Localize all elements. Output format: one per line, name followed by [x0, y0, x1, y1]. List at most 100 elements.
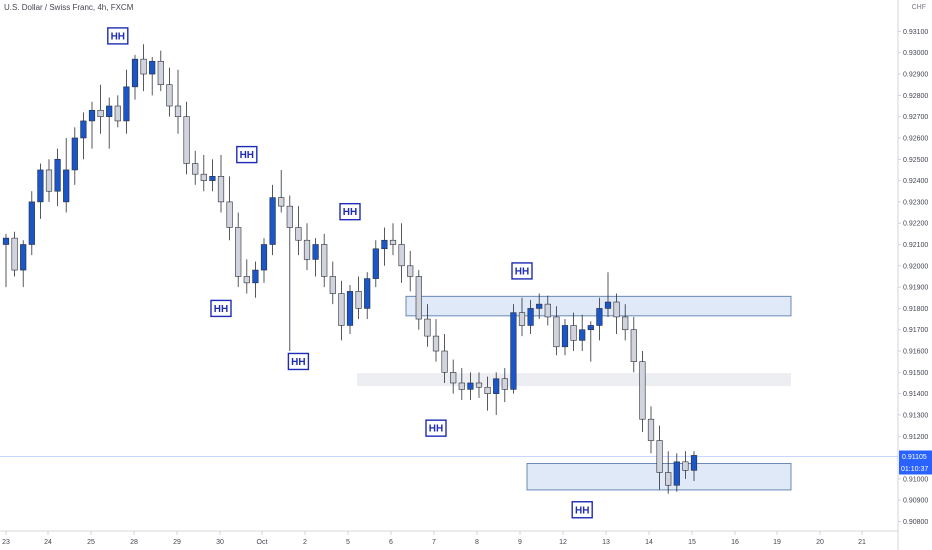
- candle[interactable]: [338, 280, 345, 341]
- hh-annotation[interactable]: HH: [425, 419, 447, 437]
- candle-body: [114, 105, 121, 122]
- candle[interactable]: [11, 231, 18, 277]
- candle[interactable]: [131, 54, 139, 100]
- candle[interactable]: [346, 284, 354, 334]
- candle[interactable]: [278, 169, 285, 213]
- candle[interactable]: [432, 319, 440, 362]
- candle[interactable]: [475, 372, 483, 398]
- candle[interactable]: [493, 372, 500, 415]
- candle[interactable]: [329, 261, 336, 305]
- candle[interactable]: [458, 368, 465, 401]
- candle[interactable]: [286, 195, 293, 352]
- hh-annotation[interactable]: HH: [339, 202, 361, 221]
- candle[interactable]: [106, 97, 113, 149]
- hh-annotation[interactable]: HH: [210, 299, 232, 318]
- candle[interactable]: [123, 69, 130, 134]
- candle[interactable]: [536, 293, 543, 320]
- candle[interactable]: [217, 155, 225, 213]
- candle[interactable]: [561, 319, 569, 356]
- candle[interactable]: [140, 44, 147, 92]
- candle[interactable]: [28, 191, 35, 256]
- candle[interactable]: [424, 304, 431, 347]
- candle[interactable]: [260, 238, 268, 283]
- candle[interactable]: [183, 101, 190, 175]
- candle[interactable]: [587, 321, 594, 362]
- y-tick-label: 0.92500: [903, 157, 928, 164]
- candle[interactable]: [174, 69, 182, 134]
- candle[interactable]: [54, 148, 61, 207]
- candle[interactable]: [37, 163, 44, 219]
- candle[interactable]: [312, 238, 319, 277]
- candle[interactable]: [269, 184, 276, 256]
- candle[interactable]: [682, 451, 689, 479]
- candle[interactable]: [673, 453, 680, 492]
- candle[interactable]: [467, 372, 474, 401]
- candle[interactable]: [553, 306, 560, 356]
- candle[interactable]: [450, 359, 457, 394]
- candle[interactable]: [235, 212, 242, 288]
- candle[interactable]: [97, 84, 104, 134]
- candle[interactable]: [441, 333, 448, 383]
- candle[interactable]: [622, 304, 629, 341]
- candle[interactable]: [20, 240, 27, 288]
- candle[interactable]: [630, 316, 637, 373]
- candle[interactable]: [364, 272, 371, 320]
- candle[interactable]: [544, 295, 551, 326]
- x-tick-label: 6: [389, 539, 393, 546]
- candle[interactable]: [690, 451, 698, 481]
- candle[interactable]: [484, 376, 491, 411]
- candle-body: [269, 197, 276, 245]
- candle[interactable]: [295, 206, 302, 256]
- candle[interactable]: [527, 299, 534, 334]
- candle[interactable]: [656, 425, 663, 490]
- candle[interactable]: [639, 351, 646, 432]
- candle[interactable]: [243, 259, 250, 294]
- candle[interactable]: [149, 57, 156, 96]
- price-axis[interactable]: 0.93100 0.93000 0.92900 0.92800 0.92700 0.926…: [897, 0, 932, 550]
- candle[interactable]: [579, 314, 586, 352]
- hh-annotation[interactable]: HH: [287, 352, 310, 371]
- candle[interactable]: [518, 297, 526, 337]
- candle[interactable]: [415, 270, 422, 330]
- hh-annotation[interactable]: HH: [236, 145, 258, 164]
- candle[interactable]: [226, 176, 233, 241]
- candle[interactable]: [647, 406, 655, 454]
- candle[interactable]: [613, 293, 620, 334]
- candle[interactable]: [209, 159, 216, 192]
- candle[interactable]: [596, 297, 603, 341]
- hh-annotation[interactable]: HH: [511, 262, 533, 280]
- candle[interactable]: [2, 233, 10, 288]
- candle[interactable]: [157, 50, 164, 92]
- candle[interactable]: [303, 223, 311, 271]
- zone-grey[interactable]: [357, 373, 791, 387]
- candle[interactable]: [63, 137, 70, 213]
- candle[interactable]: [166, 67, 173, 117]
- candle[interactable]: [570, 312, 577, 352]
- hh-annotation[interactable]: HH: [107, 27, 129, 45]
- candle-body: [639, 361, 646, 420]
- time-axis[interactable]: 23 24 25 28 29 30 Oct 2 5 6 7 8 9 12 13 14 15 16 19 20 21: [0, 530, 898, 546]
- candle[interactable]: [321, 233, 328, 288]
- candle[interactable]: [80, 112, 87, 160]
- hh-annotation[interactable]: HH: [571, 501, 593, 519]
- candle-body: [286, 205, 293, 228]
- candle[interactable]: [372, 240, 379, 288]
- y-tick-label: 0.91800: [903, 306, 928, 313]
- candle[interactable]: [192, 150, 199, 185]
- candle[interactable]: [665, 451, 672, 494]
- candle[interactable]: [381, 227, 388, 266]
- candle[interactable]: [114, 95, 121, 128]
- candle[interactable]: [200, 155, 207, 192]
- candle[interactable]: [252, 261, 259, 298]
- candle[interactable]: [389, 223, 397, 256]
- candle[interactable]: [407, 250, 414, 292]
- candle[interactable]: [88, 101, 96, 149]
- candle[interactable]: [398, 223, 405, 283]
- candle[interactable]: [71, 127, 78, 185]
- candle[interactable]: [510, 304, 517, 394]
- candle[interactable]: [501, 368, 508, 403]
- candle[interactable]: [355, 276, 362, 320]
- candle[interactable]: [604, 272, 612, 317]
- candle[interactable]: [45, 159, 53, 202]
